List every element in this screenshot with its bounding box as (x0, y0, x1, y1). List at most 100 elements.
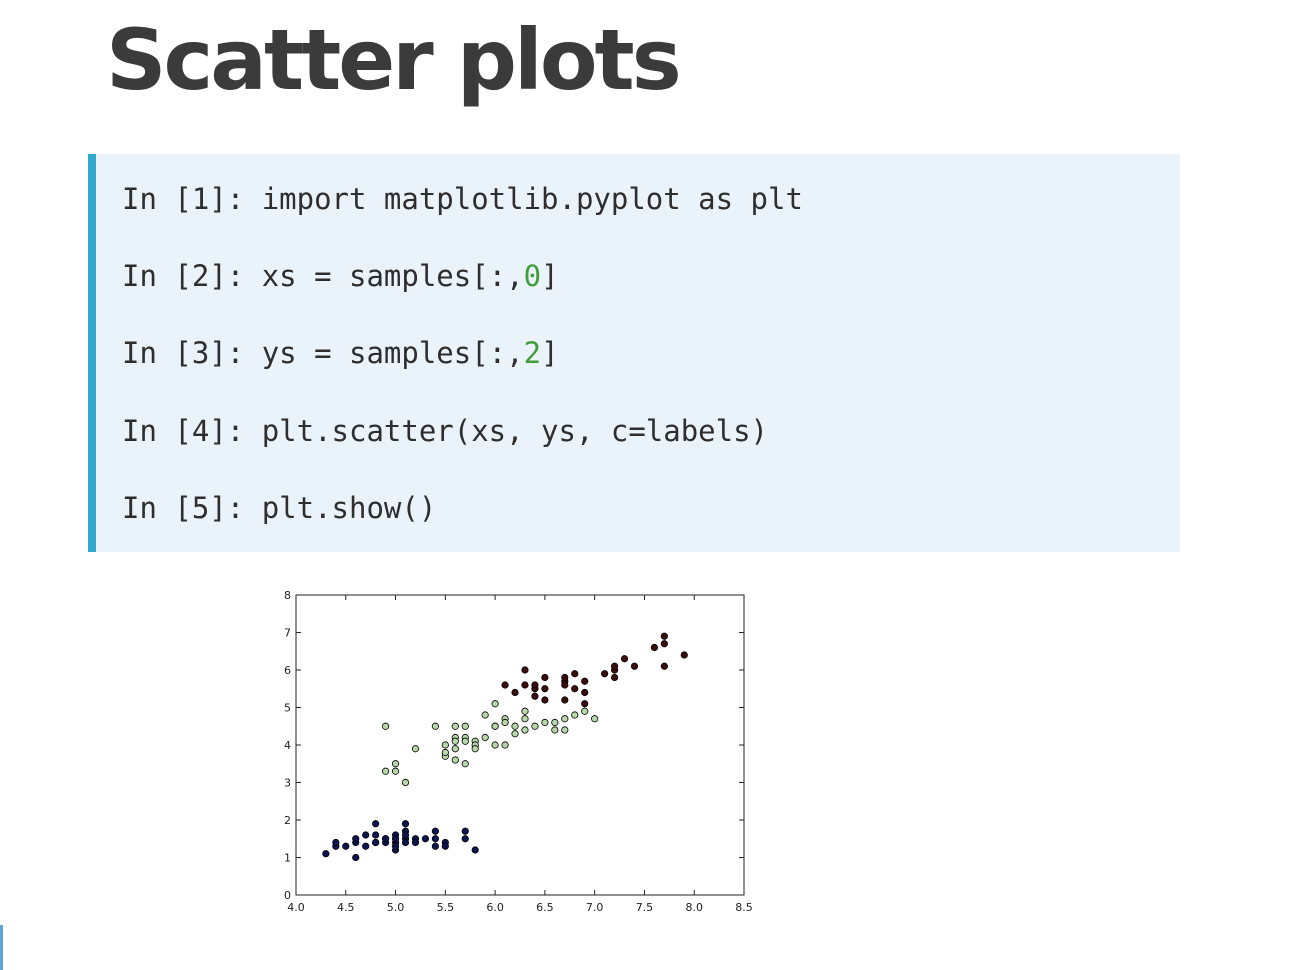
scatter-point-cluster-2 (531, 692, 539, 700)
scatter-point-cluster-0 (332, 838, 340, 847)
scatter-point-cluster-0 (461, 835, 469, 843)
code-prompt: In [2]: (122, 259, 262, 293)
axis-ticks: 4.0 4.5 5.0 5.5 6.0 6.5 7.0 7.5 8.0 8.5 0 1 2 3 4 5 6 7 8 (284, 589, 753, 914)
code-text: import matplotlib.pyplot as plt (261, 182, 803, 216)
code-text: plt.show() (261, 491, 437, 525)
scatter-point-cluster-2 (610, 673, 619, 682)
scatter-point-cluster-0 (362, 842, 370, 850)
scatter-point-cluster-1 (382, 767, 390, 775)
scatter-point-cluster-0 (352, 853, 360, 862)
scatter-point-cluster-0 (441, 842, 449, 850)
x-tick-label: 7.0 (586, 901, 604, 914)
code-text-tail: ] (541, 259, 559, 293)
scatter-point-cluster-0 (461, 827, 469, 835)
scatter-point-cluster-0 (471, 846, 479, 854)
scatter-point-cluster-2 (581, 700, 589, 708)
scatter-point-cluster-2 (571, 670, 579, 678)
scatter-point-cluster-2 (610, 662, 619, 670)
scatter-point-cluster-2 (561, 696, 569, 704)
scatter-point-cluster-0 (352, 835, 360, 843)
scatter-point-cluster-1 (571, 711, 579, 719)
plot-frame (295, 594, 745, 896)
scatter-point-cluster-2 (561, 673, 569, 682)
scatter-point-cluster-0 (362, 831, 370, 839)
scatter-point-cluster-0 (382, 835, 390, 843)
code-line-4: In [4]: plt.scatter(xs, ys, c=labels) (122, 413, 768, 449)
x-tick-label: 6.0 (486, 901, 504, 914)
scatter-point-cluster-0 (411, 838, 420, 847)
y-tick-label: 3 (284, 777, 291, 790)
scatter-point-cluster-0 (391, 842, 400, 850)
scatter-point-cluster-1 (521, 707, 529, 715)
scatter-point-cluster-1 (511, 722, 519, 730)
y-tick-label: 2 (284, 814, 291, 827)
code-prompt: In [3]: (122, 336, 262, 370)
y-tick-label: 0 (284, 889, 291, 902)
scatter-point-cluster-1 (521, 726, 529, 734)
scatter-point-cluster-1 (491, 741, 499, 749)
page-title: Scatter plots (106, 11, 682, 109)
scatter-point-cluster-1 (501, 741, 509, 749)
scatter-point-cluster-2 (630, 662, 639, 670)
edge-marker (0, 925, 3, 970)
scatter-point-cluster-2 (561, 681, 569, 689)
scatter-plot: 4.0 4.5 5.0 5.5 6.0 6.5 7.0 7.5 8.0 8.5 0 1 2 3 4 5 6 7 8 (284, 589, 753, 914)
scatter-point-cluster-2 (660, 662, 668, 670)
x-tick-label: 5.0 (387, 901, 405, 914)
scatter-point-cluster-1 (511, 730, 519, 738)
y-tick-label: 8 (284, 589, 291, 602)
scatter-point-cluster-1 (521, 715, 529, 723)
code-prompt: In [1]: (122, 182, 262, 216)
scatter-point-cluster-1 (581, 707, 589, 715)
scatter-point-cluster-1 (561, 715, 569, 723)
scatter-point-cluster-1 (431, 722, 439, 730)
x-tick-label: 7.5 (636, 901, 654, 914)
x-tick-label: 4.5 (337, 901, 355, 914)
scatter-point-cluster-1 (551, 726, 559, 734)
scatter-point-cluster-0 (431, 842, 439, 850)
scatter-point-cluster-1 (491, 722, 499, 730)
scatter-point-cluster-1 (471, 745, 479, 753)
scatter-point-cluster-1 (561, 726, 569, 734)
scatter-point-cluster-0 (431, 835, 439, 843)
scatter-point-cluster-2 (581, 688, 589, 697)
scatter-point-cluster-0 (342, 842, 350, 850)
scatter-point-cluster-1 (451, 745, 459, 753)
scatter-point-cluster-1 (401, 778, 410, 787)
scatter-point-cluster-0 (372, 831, 380, 839)
scatter-point-cluster-2 (501, 681, 509, 689)
code-line-3: In [3]: ys = samples[:,2] (122, 335, 559, 371)
code-text-tail: ] (541, 336, 559, 370)
scatter-point-cluster-0 (401, 838, 410, 847)
scatter-point-cluster-1 (531, 722, 539, 730)
scatter-point-cluster-2 (531, 681, 539, 689)
scatter-point-cluster-1 (541, 718, 549, 727)
x-tick-label: 8.5 (735, 901, 753, 914)
code-line-1: In [1]: import matplotlib.pyplot as plt (122, 181, 803, 217)
code-cell: In [1]: import matplotlib.pyplot as plt … (88, 154, 1180, 552)
scatter-point-cluster-2 (660, 640, 668, 648)
scatter-point-cluster-1 (451, 722, 459, 730)
scatter-point-cluster-1 (551, 718, 559, 727)
y-tick-label: 7 (284, 627, 291, 640)
scatter-point-cluster-0 (322, 850, 330, 858)
scatter-point-cluster-2 (660, 632, 668, 640)
scatter-point-cluster-1 (461, 760, 469, 768)
code-prompt: In [4]: (122, 414, 262, 448)
scatter-point-cluster-1 (461, 722, 469, 730)
scatter-point-cluster-2 (581, 677, 589, 685)
scatter-point-cluster-2 (521, 666, 529, 674)
scatter-point-cluster-1 (391, 767, 400, 775)
code-line-2: In [2]: xs = samples[:,0] (122, 258, 559, 294)
scatter-point-cluster-2 (571, 685, 579, 693)
x-tick-label: 4.0 (287, 901, 305, 914)
scatter-point-cluster-0 (421, 835, 430, 843)
scatter-point-cluster-1 (391, 760, 400, 768)
scatter-point-cluster-0 (372, 838, 380, 847)
scatter-point-cluster-1 (491, 700, 499, 708)
scatter-point-cluster-2 (521, 681, 529, 689)
scatter-point-cluster-2 (650, 643, 658, 652)
scatter-point-cluster-2 (601, 670, 609, 678)
scatter-point-cluster-2 (541, 696, 549, 704)
scatter-point-cluster-1 (481, 711, 489, 719)
